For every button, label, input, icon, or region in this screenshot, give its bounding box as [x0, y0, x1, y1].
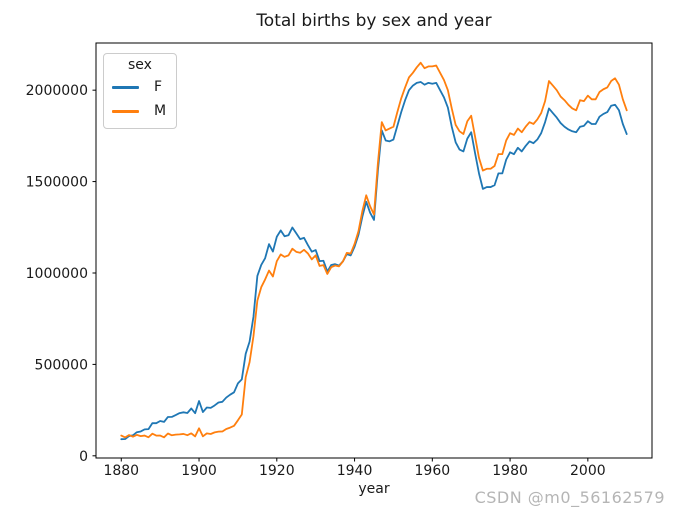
x-tick-label: 1880	[103, 463, 139, 479]
legend-title: sex	[128, 57, 152, 73]
legend-label-f: F	[154, 79, 163, 95]
x-tick-label: 1960	[415, 463, 451, 479]
legend-entry-f: F	[104, 75, 176, 99]
x-tick-label: 1920	[259, 463, 295, 479]
y-tick-label: 2000000	[26, 83, 88, 99]
legend-line-sample-f	[112, 85, 139, 89]
legend-entry-m: M	[104, 99, 176, 123]
x-axis-label: year	[358, 481, 390, 497]
watermark: CSDN @m0_56162579	[474, 488, 665, 507]
y-tick-label: 1000000	[26, 266, 88, 282]
x-tick-label: 1980	[492, 463, 528, 479]
y-tick-label: 500000	[35, 357, 88, 373]
x-tick-label: 1900	[181, 463, 217, 479]
legend: sex F M	[103, 53, 177, 129]
x-tick-label: 2000	[570, 463, 606, 479]
y-tick-label: 0	[79, 449, 88, 465]
x-tick-label: 1940	[337, 463, 373, 479]
series-line-f	[120, 81, 628, 441]
axes-frame	[95, 42, 653, 459]
series-line-m	[120, 61, 628, 439]
chart-title: Total births by sex and year	[256, 11, 492, 31]
legend-label-m: M	[154, 103, 167, 119]
y-tick-label: 1500000	[26, 175, 88, 191]
legend-line-sample-m	[112, 109, 139, 113]
